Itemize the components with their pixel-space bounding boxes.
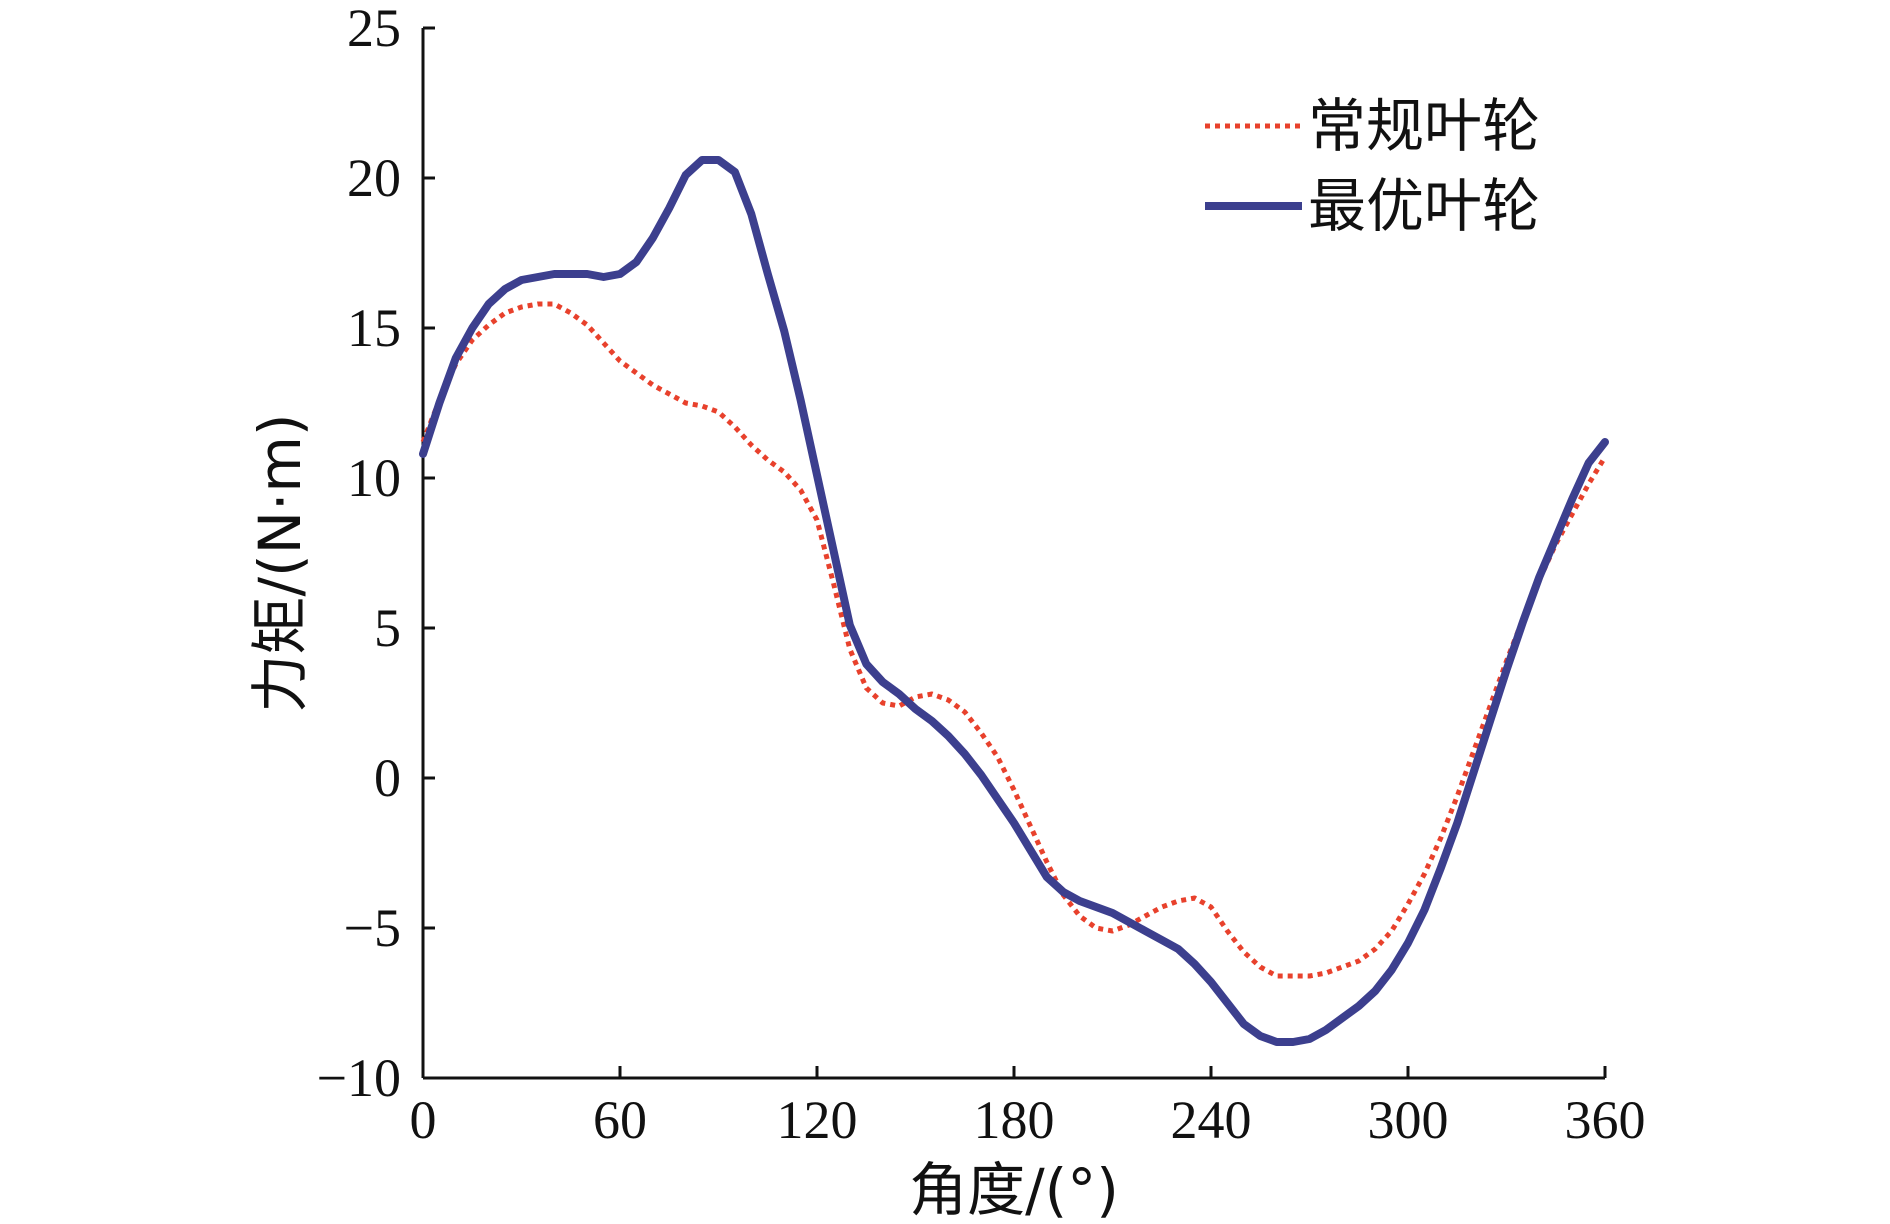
y-tick-label: 5 [374, 598, 401, 658]
x-tick-label: 0 [410, 1090, 437, 1150]
x-tick-label: 60 [593, 1090, 647, 1150]
x-tick-label: 180 [974, 1090, 1055, 1150]
y-tick-label: −10 [317, 1048, 401, 1108]
y-axis-title: 力矩/(N·m) [246, 413, 314, 712]
x-tick-label: 120 [777, 1090, 858, 1150]
x-tick-label: 300 [1368, 1090, 1449, 1150]
series-layer [419, 156, 1609, 1046]
x-tick-label: 360 [1565, 1090, 1646, 1150]
x-tick-label: 240 [1171, 1090, 1252, 1150]
legend-label-conventional: 常规叶轮 [1308, 92, 1540, 160]
y-tick-label: 20 [347, 148, 401, 208]
series-line-optimal [419, 156, 1609, 1046]
y-tick-label: 10 [347, 448, 401, 508]
ticks: 0 60 120 180 240 300 360 −10 −5 0 5 10 15 20 25 [317, 0, 1646, 1150]
y-tick-label: −5 [344, 898, 401, 958]
legend-label-optimal: 最优叶轮 [1308, 172, 1540, 240]
y-tick-label: 0 [374, 748, 401, 808]
series-line-conventional [420, 301, 1608, 979]
legend: 常规叶轮 最优叶轮 [1205, 92, 1540, 240]
y-tick-label: 15 [347, 298, 401, 358]
x-axis-title: 角度/(°) [909, 1156, 1119, 1224]
y-tick-label: 25 [347, 0, 401, 58]
